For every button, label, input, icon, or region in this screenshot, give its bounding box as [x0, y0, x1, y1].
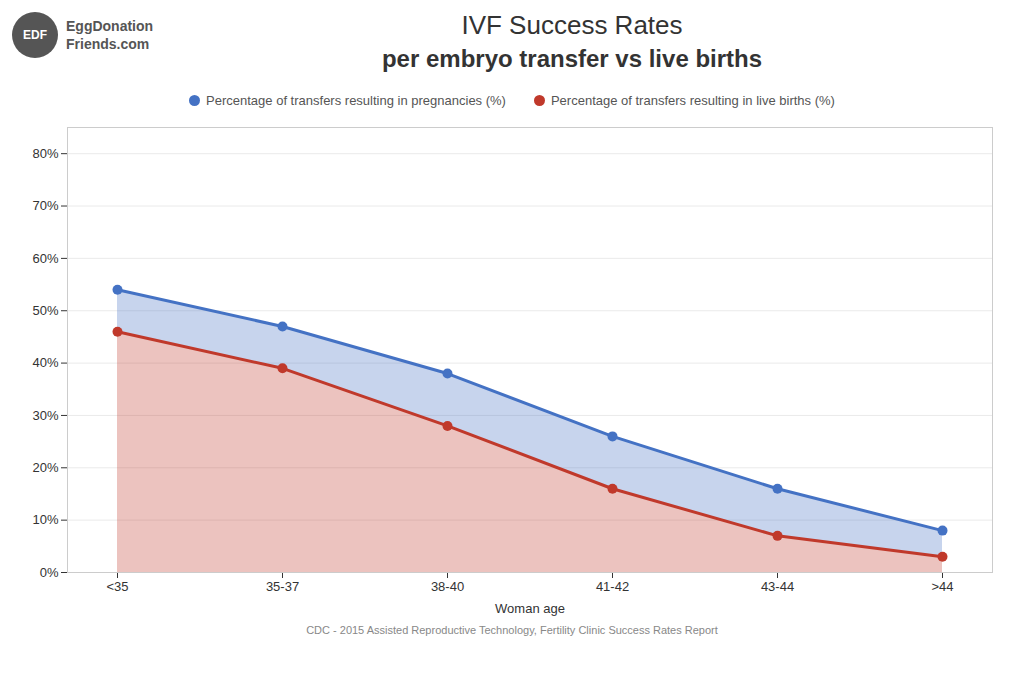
svg-text:50%: 50% [32, 303, 58, 318]
svg-text:80%: 80% [32, 146, 58, 161]
svg-text:60%: 60% [32, 251, 58, 266]
svg-text:35-37: 35-37 [266, 579, 299, 594]
html-text:IVF Success Rates: IVF Success Rates [461, 10, 683, 40]
html-text:Friends.com: Friends.com [66, 36, 150, 52]
html-text:per embryo transfer vs live bi: per embryo transfer vs live births [381, 45, 763, 72]
svg-text:38-40: 38-40 [431, 579, 464, 594]
svg-text:20%: 20% [32, 460, 58, 475]
svg-text:70%: 70% [32, 198, 58, 213]
svg-text:<35: <35 [106, 579, 128, 594]
html-text:CDC - 2015 Assisted Reproducti: CDC - 2015 Assisted Reproductive Technol… [306, 624, 718, 636]
svg-text:Woman age: Woman age [495, 601, 565, 616]
svg-text:43-44: 43-44 [761, 579, 794, 594]
svg-text:30%: 30% [32, 408, 58, 423]
svg-text:40%: 40% [32, 355, 58, 370]
html-text:EDF: EDF [23, 28, 47, 42]
html-text:Percentage of transfers result: Percentage of transfers resulting in pre… [206, 92, 506, 108]
svg-text:41-42: 41-42 [596, 579, 629, 594]
html-text:EggDonation: EggDonation [66, 17, 154, 34]
svg-text:10%: 10% [32, 512, 58, 527]
svg-text:0%: 0% [40, 565, 59, 580]
svg-text:>44: >44 [931, 579, 953, 594]
html-text:Percentage of transfers result: Percentage of transfers resulting in liv… [551, 92, 835, 108]
